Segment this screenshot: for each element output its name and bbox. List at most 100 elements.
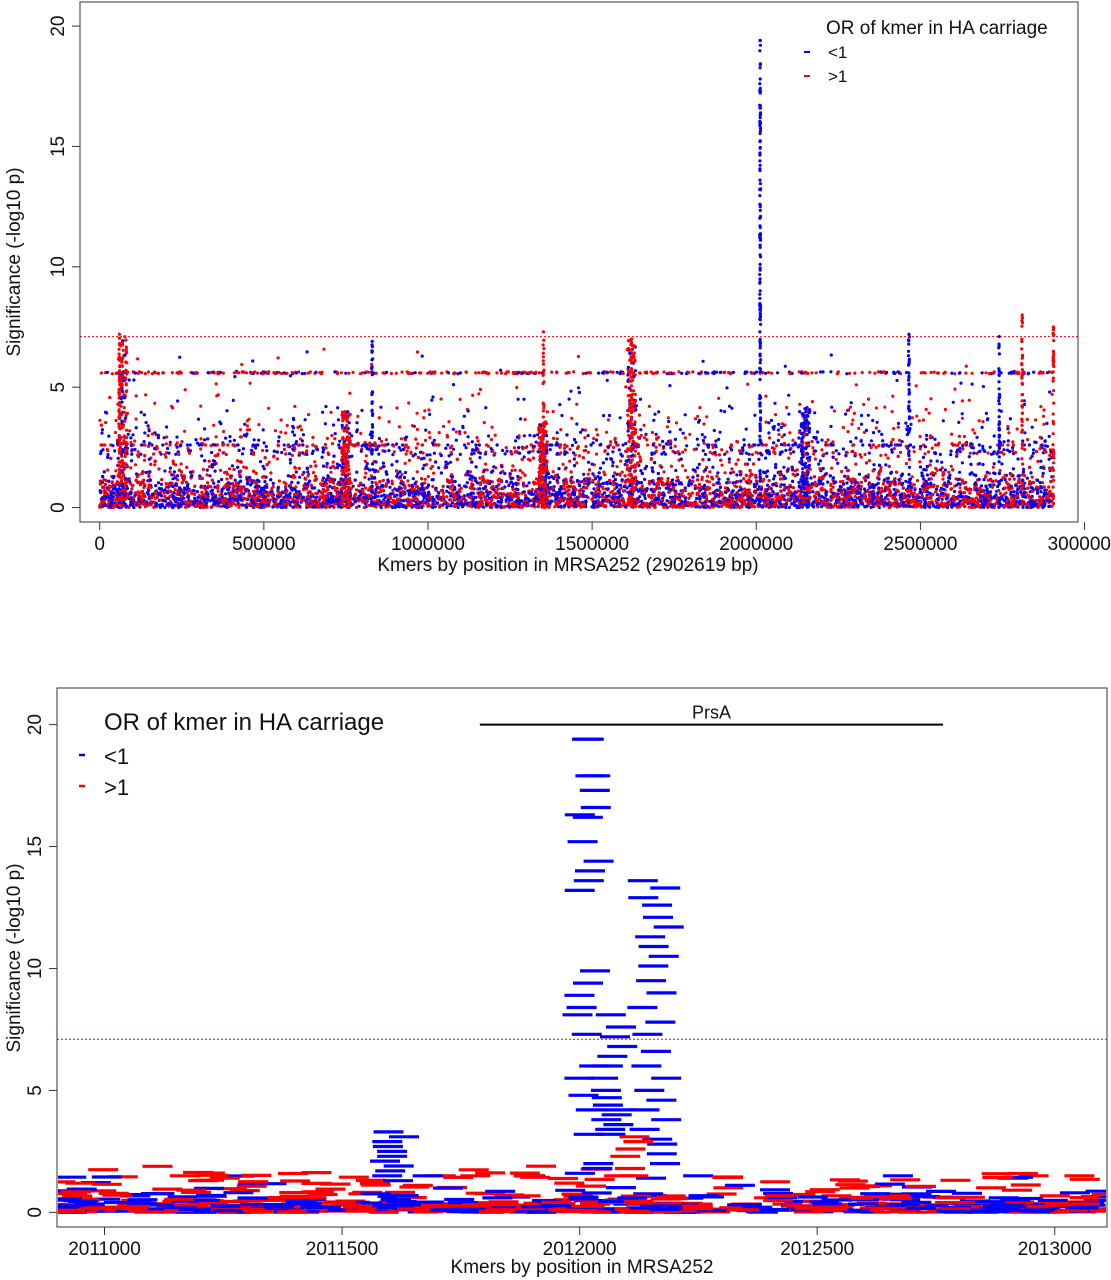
data-point xyxy=(654,445,658,449)
data-point xyxy=(723,486,728,490)
data-point xyxy=(689,482,694,486)
data-point xyxy=(567,488,571,492)
data-point xyxy=(447,491,451,495)
data-point xyxy=(643,496,647,500)
data-point xyxy=(1047,485,1051,489)
data-point xyxy=(841,501,845,505)
data-point xyxy=(1041,471,1045,475)
data-point xyxy=(263,480,267,484)
data-point xyxy=(433,505,437,509)
data-point xyxy=(636,489,641,493)
data-point xyxy=(162,491,166,495)
data-point xyxy=(325,485,329,489)
data-point xyxy=(826,443,830,447)
data-point xyxy=(423,477,427,481)
data-point xyxy=(876,494,880,498)
data-point xyxy=(212,481,216,485)
data-point xyxy=(693,468,697,472)
data-point xyxy=(112,474,116,478)
data-point xyxy=(834,449,838,453)
data-point xyxy=(818,467,822,471)
data-point xyxy=(618,473,622,477)
data-point xyxy=(321,476,325,480)
data-point xyxy=(1041,474,1045,478)
data-point xyxy=(241,447,245,451)
data-point xyxy=(1050,504,1054,508)
data-point xyxy=(1014,483,1018,487)
data-point xyxy=(171,459,175,463)
data-point xyxy=(890,501,894,505)
data-point xyxy=(220,489,224,493)
data-point xyxy=(482,505,486,509)
data-point xyxy=(575,446,580,450)
data-point xyxy=(222,485,226,489)
data-point xyxy=(298,475,302,479)
data-point xyxy=(129,459,134,463)
data-point xyxy=(813,457,818,461)
data-point xyxy=(734,485,739,489)
data-point xyxy=(611,489,615,493)
data-point xyxy=(774,462,778,467)
data-point xyxy=(650,469,655,473)
data-point xyxy=(846,489,850,493)
data-point xyxy=(787,488,791,492)
data-point xyxy=(886,476,891,480)
data-point xyxy=(935,493,940,497)
data-point xyxy=(708,470,712,474)
data-point xyxy=(429,466,433,470)
data-point xyxy=(159,482,164,486)
data-point xyxy=(426,474,430,479)
data-point xyxy=(227,467,232,471)
data-point xyxy=(747,457,752,462)
data-point xyxy=(277,479,281,483)
data-point xyxy=(288,503,292,507)
data-point xyxy=(290,480,294,484)
data-point xyxy=(667,484,672,488)
data-point xyxy=(725,450,729,454)
data-point xyxy=(231,482,235,487)
data-point xyxy=(402,475,407,480)
data-point xyxy=(797,480,801,484)
data-point xyxy=(357,504,361,508)
data-point xyxy=(250,448,254,452)
data-point xyxy=(154,484,158,488)
data-point xyxy=(879,453,883,457)
data-point xyxy=(329,466,333,470)
data-point xyxy=(606,487,610,491)
data-point xyxy=(381,478,385,482)
data-point xyxy=(687,496,691,500)
data-point xyxy=(831,476,836,480)
data-point xyxy=(683,499,687,503)
data-point xyxy=(446,443,450,447)
data-point xyxy=(985,487,989,491)
data-point xyxy=(597,480,601,484)
data-point xyxy=(1047,504,1051,508)
data-point xyxy=(129,466,133,470)
data-point xyxy=(660,477,664,481)
data-point xyxy=(288,461,292,465)
data-point xyxy=(226,488,230,492)
data-point xyxy=(947,470,951,474)
data-point xyxy=(859,480,864,484)
data-point xyxy=(405,449,409,453)
data-point xyxy=(834,457,838,461)
data-point xyxy=(521,505,525,509)
data-point xyxy=(213,485,217,489)
data-point xyxy=(213,454,217,458)
data-point xyxy=(497,482,501,486)
data-point xyxy=(949,464,953,468)
data-point xyxy=(546,483,550,487)
data-point xyxy=(161,443,165,447)
data-point xyxy=(216,489,220,493)
data-point xyxy=(856,485,860,489)
data-point xyxy=(491,495,495,499)
data-point xyxy=(563,467,567,471)
data-point xyxy=(478,456,482,460)
data-point xyxy=(446,485,450,489)
data-point xyxy=(1020,499,1024,503)
data-point xyxy=(736,458,740,462)
data-point xyxy=(695,466,700,470)
data-point xyxy=(677,482,681,486)
data-point xyxy=(224,492,228,496)
data-point xyxy=(516,488,520,492)
